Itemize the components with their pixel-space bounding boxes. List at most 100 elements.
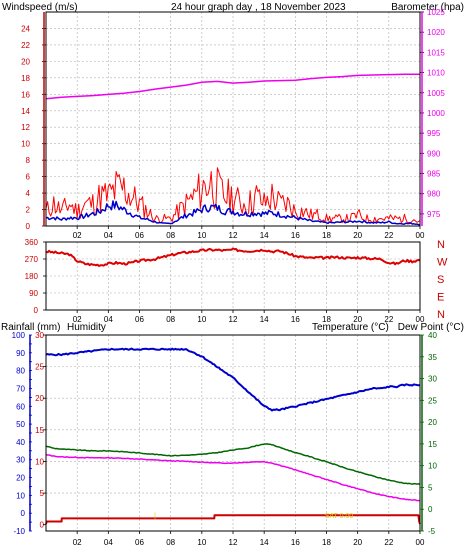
wind-tick-label: 10 — [21, 140, 30, 149]
x-tick-label: 20 — [353, 538, 362, 547]
x-tick-label: 18 — [322, 231, 331, 240]
direction-line — [45, 247, 421, 267]
direction-tick-label: 180 — [25, 272, 39, 281]
rain-tick-label: 15 — [35, 426, 44, 435]
wind-tick-label: 12 — [21, 123, 30, 132]
rain-tick-label: 10 — [35, 457, 44, 466]
rain-tick-label: 0 — [40, 521, 45, 530]
panel-rain-temp: Rainfall (mm) Humidity Temperature (°C) … — [1, 322, 464, 547]
humidity-tick-label: 60 — [16, 402, 25, 411]
x-tick-label: 14 — [260, 315, 269, 324]
barometer-tick-label: 1015 — [427, 48, 445, 57]
humidity-tick-label: 50 — [16, 420, 25, 429]
rain-temp-series — [45, 347, 421, 525]
humidity-tick-label: 100 — [12, 331, 26, 340]
x-tick-label: 22 — [384, 315, 393, 324]
barometer-tick-label: 980 — [427, 190, 441, 199]
wind-tick-label: 2 — [26, 206, 31, 215]
x-tick-label: 08 — [166, 231, 175, 240]
x-tick-label: 20 — [353, 231, 362, 240]
x-tick-label: 10 — [197, 538, 206, 547]
direction-series — [45, 247, 421, 267]
barometer-tick-label: 1020 — [427, 28, 445, 37]
x-tick-label: 04 — [104, 538, 113, 547]
wind-tick-label: 18 — [21, 74, 30, 83]
compass-label: N — [437, 239, 445, 251]
wind-line — [45, 200, 421, 226]
temperature-tick-label: 20 — [428, 418, 437, 427]
temperature-tick-label: 30 — [428, 375, 437, 384]
barometer-tick-label: 1010 — [427, 69, 445, 78]
barometer-tick-label: 1025 — [427, 8, 445, 17]
x-tick-label: 12 — [229, 231, 238, 240]
humidity-axis-title: Humidity — [67, 322, 106, 333]
temperature-tick-label: 5 — [428, 483, 433, 492]
temperature-tick-label: -5 — [428, 527, 436, 536]
barometer-tick-label: 985 — [427, 170, 441, 179]
x-tick-label: 12 — [229, 538, 238, 547]
chart-title: 24 hour graph day , 18 November 2023 — [171, 2, 346, 13]
x-tick-label: 04 — [104, 315, 113, 324]
x-tick-label: 18 — [322, 315, 331, 324]
humidity-tick-label: 10 — [16, 491, 25, 500]
x-tick-label: 06 — [135, 538, 144, 547]
temperature-tick-label: 0 — [428, 505, 433, 514]
x-tick-label: 08 — [166, 315, 175, 324]
annotation-label: SAT 0:00 — [325, 513, 354, 520]
dewpoint-axis-title: Dew Point (°C) — [398, 322, 464, 333]
humidity-line — [45, 347, 421, 412]
direction-grid — [46, 242, 420, 310]
barometer-tick-label: 1005 — [427, 89, 445, 98]
rain-tick-label: 30 — [35, 331, 44, 340]
x-tick-label: 14 — [260, 231, 269, 240]
humidity-tick-label: 40 — [16, 438, 25, 447]
compass-label: N — [437, 309, 445, 321]
x-tick-label: 22 — [384, 231, 393, 240]
gust-line — [45, 167, 421, 224]
x-tick-label: 16 — [291, 231, 300, 240]
temperature-tick-label: 15 — [428, 440, 437, 449]
humidity-tick-label: 20 — [16, 474, 25, 483]
compass-label: S — [437, 274, 444, 286]
x-tick-label: 14 — [260, 538, 269, 547]
direction-tick-label: 270 — [25, 255, 39, 264]
wind-tick-label: 20 — [21, 57, 30, 66]
direction-tick-label: 0 — [34, 306, 39, 315]
x-tick-label: 16 — [291, 315, 300, 324]
x-tick-label: 00 — [416, 538, 425, 547]
x-tick-label: 18 — [322, 538, 331, 547]
x-tick-label: 10 — [197, 231, 206, 240]
wind-tick-labels: 0246810121416182022249759809859909951000… — [21, 8, 445, 240]
barometer-tick-label: 995 — [427, 129, 441, 138]
compass-label: W — [437, 257, 448, 269]
x-tick-label: 02 — [73, 231, 82, 240]
x-tick-label: 22 — [384, 538, 393, 547]
rain-temp-tick-labels: -100102030405060708090100051015202530-50… — [12, 331, 438, 547]
x-tick-label: 20 — [353, 315, 362, 324]
humidity-tick-label: 70 — [16, 384, 25, 393]
temperature-axis-title: Temperature (°C) — [312, 322, 389, 333]
wind-tick-label: 6 — [26, 173, 31, 182]
wind-axis-title: Windspeed (m/s) — [2, 2, 78, 13]
barometer-line — [45, 73, 420, 100]
x-tick-label: 00 — [416, 315, 425, 324]
compass-label: E — [437, 292, 444, 304]
wind-tick-label: 0 — [26, 222, 31, 231]
direction-tick-label: 90 — [29, 289, 38, 298]
x-tick-label: 12 — [229, 315, 238, 324]
humidity-tick-label: 90 — [16, 349, 25, 358]
rain-axis-title: Rainfall (mm) — [1, 322, 60, 333]
x-tick-label: 06 — [135, 231, 144, 240]
x-tick-label: 08 — [166, 538, 175, 547]
rain-tick-label: 5 — [40, 489, 45, 498]
x-tick-label: 04 — [104, 231, 113, 240]
x-tick-label: 06 — [135, 315, 144, 324]
x-tick-label: 02 — [73, 538, 82, 547]
barometer-tick-label: 1000 — [427, 109, 445, 118]
barometer-tick-label: 975 — [427, 210, 441, 219]
barometer-tick-label: 990 — [427, 149, 441, 158]
temperature-line — [45, 443, 421, 486]
